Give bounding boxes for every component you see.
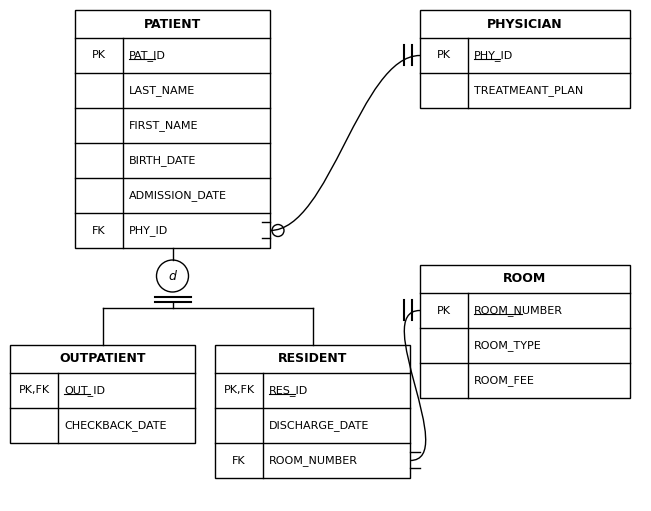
Text: ROOM_NUMBER: ROOM_NUMBER — [269, 455, 358, 466]
Text: PK: PK — [437, 51, 451, 60]
Text: LAST_NAME: LAST_NAME — [129, 85, 195, 96]
Text: PATIENT: PATIENT — [144, 17, 201, 31]
Text: ROOM_FEE: ROOM_FEE — [474, 375, 535, 386]
Text: PHYSICIAN: PHYSICIAN — [487, 17, 563, 31]
Text: OUT_ID: OUT_ID — [64, 385, 105, 396]
Text: ROOM_NUMBER: ROOM_NUMBER — [474, 305, 563, 316]
Text: RES_ID: RES_ID — [269, 385, 309, 396]
Text: PK: PK — [92, 51, 106, 60]
Text: ADMISSION_DATE: ADMISSION_DATE — [129, 190, 227, 201]
Text: ROOM: ROOM — [503, 272, 547, 286]
Text: FK: FK — [92, 225, 106, 236]
Text: PAT_ID: PAT_ID — [129, 50, 166, 61]
Text: PK,FK: PK,FK — [223, 385, 255, 396]
Text: BIRTH_DATE: BIRTH_DATE — [129, 155, 197, 166]
Text: PHY_ID: PHY_ID — [129, 225, 168, 236]
Text: RESIDENT: RESIDENT — [278, 353, 347, 365]
Bar — [215, 345, 410, 478]
Text: FK: FK — [232, 455, 246, 466]
Bar — [10, 345, 195, 443]
Text: PHY_ID: PHY_ID — [474, 50, 513, 61]
Bar — [420, 10, 630, 108]
Bar — [420, 265, 630, 398]
Text: DISCHARGE_DATE: DISCHARGE_DATE — [269, 420, 369, 431]
Text: d: d — [169, 269, 176, 283]
Text: FIRST_NAME: FIRST_NAME — [129, 120, 199, 131]
Text: OUTPATIENT: OUTPATIENT — [59, 353, 146, 365]
Text: PK: PK — [437, 306, 451, 315]
Text: PK,FK: PK,FK — [18, 385, 49, 396]
Bar — [75, 10, 270, 248]
Text: ROOM_TYPE: ROOM_TYPE — [474, 340, 542, 351]
Text: TREATMEANT_PLAN: TREATMEANT_PLAN — [474, 85, 583, 96]
Text: CHECKBACK_DATE: CHECKBACK_DATE — [64, 420, 167, 431]
